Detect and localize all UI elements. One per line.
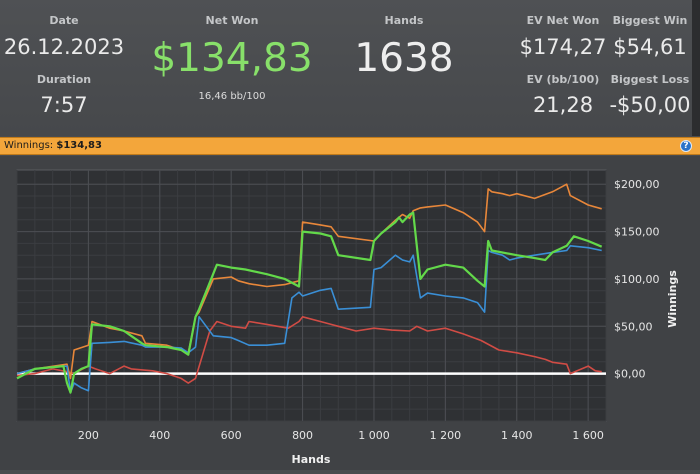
x-tick-label: 1 600	[572, 429, 604, 442]
y-axis-label: Winnings	[666, 270, 679, 328]
series-line	[16, 183, 602, 380]
winnings-chart-svg: 200 400 600 800 1 000 1 200 1 400 1 600 $0,00 $50…	[16, 169, 679, 466]
duration-label: Duration	[36, 73, 92, 86]
y-tick-label: $150,00	[614, 226, 660, 239]
x-tick-label: 200	[78, 429, 99, 442]
y-tick-label: $0,00	[614, 368, 646, 381]
winnings-summary: Winnings: $134,83	[4, 140, 102, 151]
series-line	[16, 211, 603, 394]
series-line	[16, 245, 602, 394]
x-tick-label: 600	[221, 429, 242, 442]
ev-net-won-value: $174,27	[519, 35, 607, 59]
net-won-label: Net Won	[205, 14, 259, 27]
y-tick-label: $50,00	[614, 320, 653, 333]
biggest-loss-value: -$50,00	[609, 93, 691, 117]
stats-scrollbar[interactable]	[692, 0, 700, 136]
x-axis-label: Hands	[292, 453, 331, 466]
duration-value: 7:57	[40, 93, 88, 117]
hands-label: Hands	[384, 14, 424, 27]
x-tick-label: 800	[292, 429, 313, 442]
x-tick-label: 400	[149, 429, 170, 442]
y-tick-label: $200,00	[614, 178, 660, 191]
y-tick-label: $100,00	[614, 273, 660, 286]
net-won-value: $134,83	[151, 36, 313, 81]
x-tick-label: 1 400	[501, 429, 533, 442]
winnings-bar: Winnings: $134,83 ?	[0, 137, 700, 155]
ev-net-won-label: EV Net Won	[526, 14, 600, 27]
help-icon[interactable]: ?	[680, 140, 692, 152]
x-tick-label: 1 200	[430, 429, 462, 442]
winnings-value: $134,83	[56, 140, 102, 151]
ev-bb-label: EV (bb/100)	[526, 73, 600, 86]
winnings-label: Winnings:	[4, 140, 54, 151]
plot-area	[16, 169, 607, 422]
date-label: Date	[49, 14, 79, 27]
ev-bb-value: 21,28	[532, 93, 594, 117]
biggest-loss-label: Biggest Loss	[610, 73, 690, 86]
biggest-win-label: Biggest Win	[612, 14, 688, 27]
stats-panel: Date 26.12.2023 Duration 7:57 Net Won $1…	[0, 0, 700, 136]
winnings-chart: 200 400 600 800 1 000 1 200 1 400 1 600 $0,00 $50…	[0, 156, 700, 470]
x-tick-label: 1 000	[358, 429, 390, 442]
biggest-win-value: $54,61	[613, 35, 687, 59]
date-value: 26.12.2023	[3, 35, 125, 59]
series-line	[16, 316, 602, 384]
bb-per-100: 16,46 bb/100	[198, 91, 266, 102]
hands-value: 1638	[354, 36, 454, 81]
